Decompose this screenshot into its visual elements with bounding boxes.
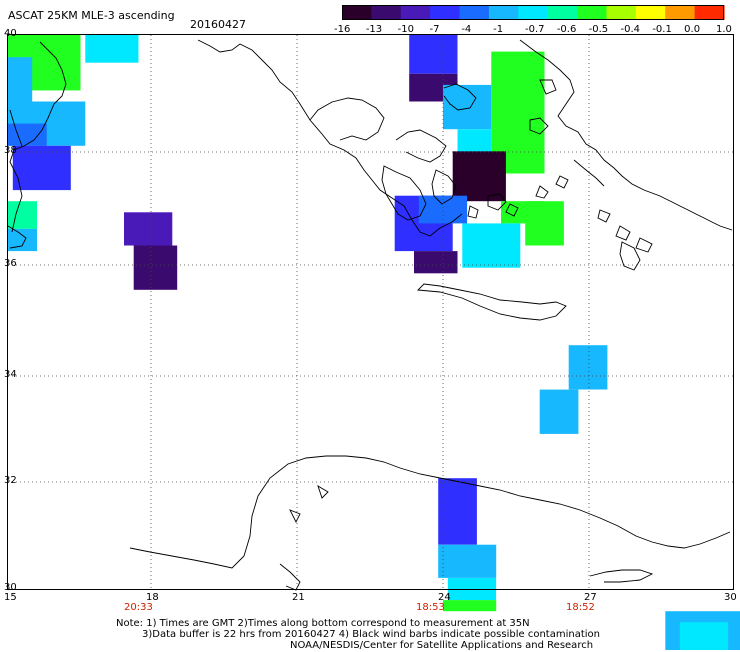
- time-label-18-53: 18:53: [416, 602, 445, 613]
- wind-cell: [124, 212, 173, 246]
- colorbar-label: -0.5: [588, 24, 609, 35]
- colorbar-label: -0.7: [525, 24, 545, 35]
- wind-cell: [8, 201, 37, 229]
- wind-cell: [8, 228, 37, 252]
- wind-cell: [452, 151, 506, 202]
- wind-cell: [12, 145, 71, 191]
- colorbar-swatch: [430, 5, 461, 20]
- colorbar-label: -4: [461, 24, 472, 35]
- wind-cell: [443, 600, 497, 612]
- colorbar-label: -16: [334, 24, 351, 35]
- note-line-1: Note: 1) Times are GMT 2)Times along bot…: [116, 618, 530, 629]
- lon-label-18: 18: [146, 592, 159, 603]
- lon-label-15: 15: [4, 592, 17, 603]
- coastlines: [7, 39, 733, 591]
- colorbar-label: -1: [493, 24, 504, 35]
- wind-cell: [438, 478, 477, 545]
- wind-cell: [568, 345, 608, 390]
- graticule: [8, 35, 733, 589]
- wind-cell: [8, 57, 33, 102]
- wind-cell: [418, 195, 468, 224]
- wind-cell: [438, 544, 497, 578]
- colorbar-swatch: [665, 5, 696, 20]
- colorbar-swatch: [694, 5, 725, 20]
- map-date: 20160427: [190, 18, 246, 31]
- colorbar-swatch: [577, 5, 608, 20]
- wind-cell: [679, 622, 729, 650]
- colorbar-swatch: [606, 5, 637, 20]
- wind-cell: [414, 251, 458, 274]
- colorbar-swatch: [547, 5, 578, 20]
- map-frame: [7, 34, 734, 590]
- wind-cell: [409, 35, 458, 74]
- wind-cell: [8, 123, 47, 146]
- colorbar-swatch: [635, 5, 666, 20]
- lat-label-40: 40: [4, 28, 17, 39]
- colorbar-label: -0.1: [652, 24, 672, 35]
- colorbar-label: -13: [365, 24, 383, 35]
- note-line-2: 3)Data buffer is 22 hrs from 20160427 4)…: [142, 629, 600, 640]
- colorbar-label: -0.4: [620, 24, 641, 35]
- colorbar-label: -10: [397, 24, 414, 35]
- lat-label-38: 38: [4, 145, 17, 156]
- lon-label-24: 24: [438, 592, 451, 603]
- wind-data-cells: [8, 35, 740, 650]
- wind-cell: [462, 223, 521, 268]
- wind-cell: [443, 84, 492, 130]
- colorbar-swatch: [342, 5, 372, 20]
- lon-label-21: 21: [292, 592, 305, 603]
- lat-label-34: 34: [4, 369, 17, 380]
- colorbar-swatch: [400, 5, 431, 20]
- colorbar-label: -0.6: [556, 24, 577, 35]
- map-title: ASCAT 25KM MLE-3 ascending: [8, 9, 175, 22]
- colorbar-label: -7: [429, 24, 440, 35]
- lat-label-32: 32: [4, 475, 17, 486]
- wind-cell: [539, 389, 579, 434]
- colorbar-label: 1.0: [716, 24, 732, 35]
- colorbar-swatch: [488, 5, 519, 20]
- wind-cell: [525, 201, 564, 246]
- colorbar-swatch: [459, 5, 490, 20]
- colorbar: [342, 5, 725, 20]
- colorbar-swatch: [371, 5, 402, 20]
- lon-label-30: 30: [724, 592, 737, 603]
- wind-cell: [133, 245, 178, 290]
- colorbar-label: 0.0: [684, 24, 701, 35]
- lon-label-27: 27: [584, 592, 597, 603]
- lat-label-30: 30: [4, 582, 17, 593]
- time-label-18-52: 18:52: [566, 602, 595, 613]
- note-line-3: NOAA/NESDIS/Center for Satellite Applica…: [290, 640, 594, 651]
- lat-label-36: 36: [4, 258, 17, 269]
- wind-cell: [85, 35, 139, 63]
- colorbar-swatch: [518, 5, 549, 20]
- time-label-20-33: 20:33: [124, 602, 153, 613]
